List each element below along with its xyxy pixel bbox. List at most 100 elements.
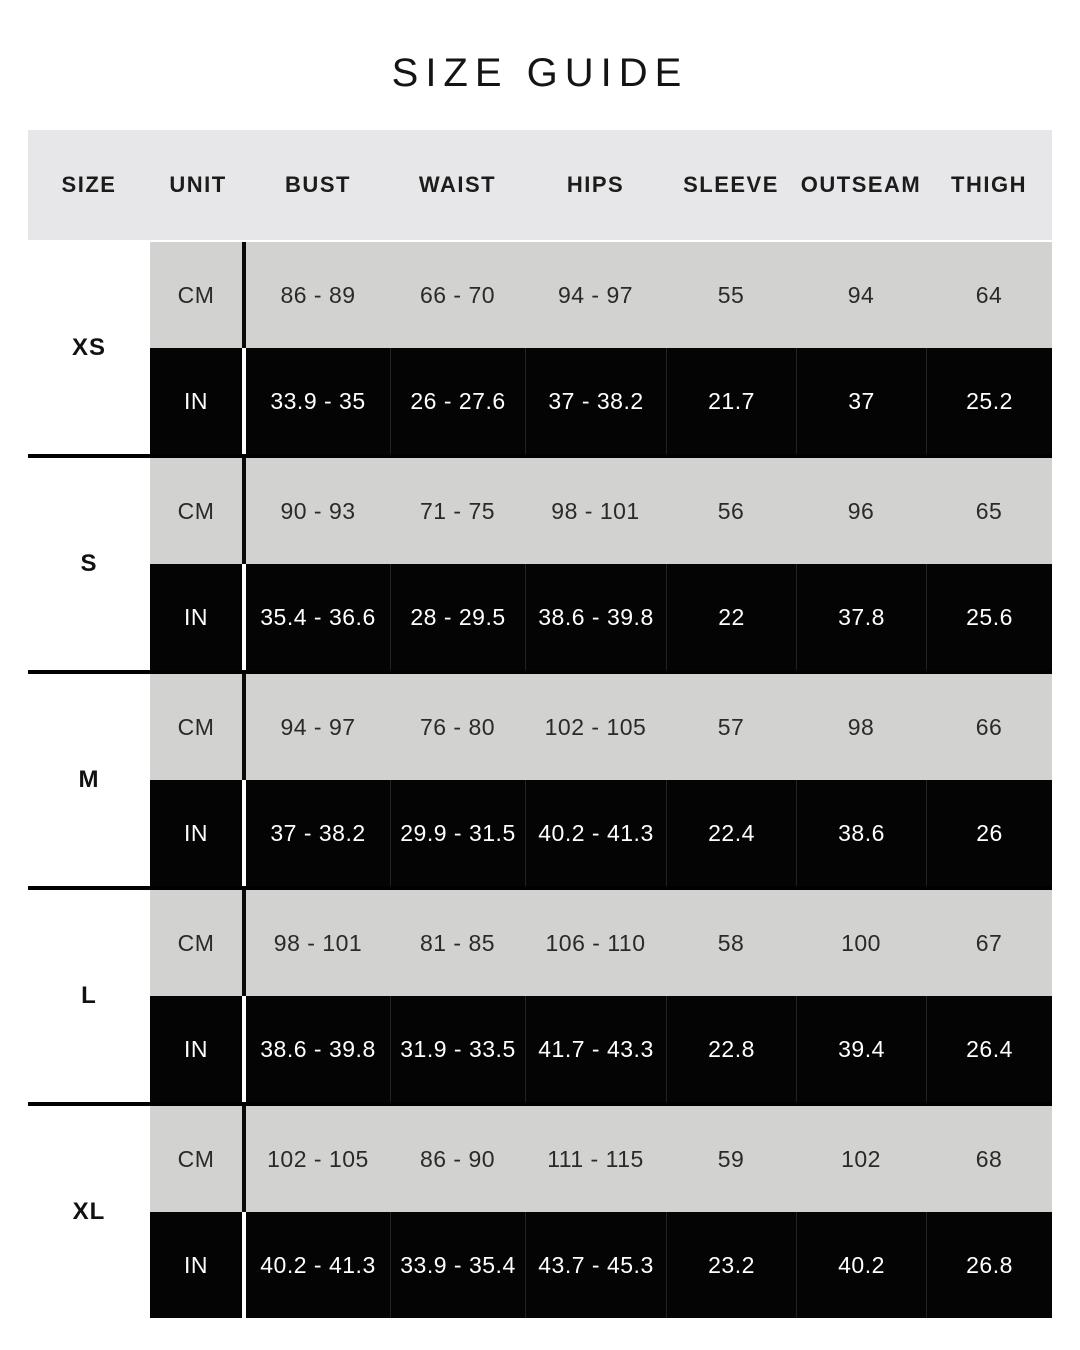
measurement-cell-outseam: 40.2 (796, 1212, 926, 1318)
table-row-m-in: IN 37 - 38.2 29.9 - 31.5 40.2 - 41.3 22.… (150, 780, 1052, 886)
column-header-sleeve: SLEEVE (683, 172, 779, 197)
table-row-xl-in: IN 40.2 - 41.3 33.9 - 35.4 43.7 - 45.3 2… (150, 1212, 1052, 1318)
column-header-size: SIZE (61, 172, 117, 197)
measurement-cell-sleeve: 58 (717, 929, 745, 956)
measurement-cell-hips: 38.6 - 39.8 (525, 564, 666, 670)
size-group-xl: XL CM 102 - 105 86 - 90 111 - 115 59 102… (28, 1106, 1052, 1318)
measurement-cell-thigh: 25.2 (926, 348, 1052, 454)
measurement-cell-waist: 31.9 - 33.5 (390, 996, 525, 1102)
column-header-outseam: OUTSEAM (800, 172, 922, 197)
size-group-s: S CM 90 - 93 71 - 75 98 - 101 56 96 65 I… (28, 458, 1052, 674)
measurement-cell-bust: 102 - 105 (267, 1145, 369, 1172)
unit-cell: IN (150, 1212, 246, 1318)
measurement-cell-waist: 33.9 - 35.4 (390, 1212, 525, 1318)
unit-cell: CM (150, 1106, 246, 1212)
measurement-cell-waist: 86 - 90 (419, 1145, 496, 1172)
measurement-cell-waist: 81 - 85 (419, 929, 496, 956)
unit-cell: IN (150, 996, 246, 1102)
unit-cell: IN (150, 348, 246, 454)
measurement-cell-sleeve: 56 (717, 497, 745, 524)
table-row-m-cm: CM 94 - 97 76 - 80 102 - 105 57 98 66 (150, 674, 1052, 780)
measurement-cell-sleeve: 59 (717, 1145, 745, 1172)
measurement-cell-outseam: 100 (841, 929, 881, 956)
measurement-cell-sleeve: 22.8 (666, 996, 796, 1102)
measurement-cell-outseam: 98 (847, 713, 875, 740)
measurement-cell-thigh: 26.4 (926, 996, 1052, 1102)
page-title: SIZE GUIDE (391, 51, 689, 95)
size-group-l: L CM 98 - 101 81 - 85 106 - 110 58 100 6… (28, 890, 1052, 1106)
table-row-xs-cm: CM 86 - 89 66 - 70 94 - 97 55 94 64 (150, 242, 1052, 348)
table-row-l-in: IN 38.6 - 39.8 31.9 - 33.5 41.7 - 43.3 2… (150, 996, 1052, 1102)
size-group-rows: CM 90 - 93 71 - 75 98 - 101 56 96 65 IN … (150, 458, 1052, 670)
measurement-cell-waist: 26 - 27.6 (390, 348, 525, 454)
measurement-cell-bust: 90 - 93 (280, 497, 356, 524)
measurement-cell-bust: 33.9 - 35 (270, 387, 366, 414)
measurement-cell-outseam: 102 (841, 1145, 881, 1172)
unit-cell: IN (150, 564, 246, 670)
measurement-cell-outseam: 38.6 (796, 780, 926, 886)
measurement-cell-bust: 40.2 - 41.3 (260, 1251, 376, 1278)
unit-cell: IN (150, 780, 246, 886)
measurement-cell-thigh: 25.6 (926, 564, 1052, 670)
size-guide-table: SIZE UNIT BUST WAIST HIPS SLEEVE OUTSEAM… (28, 130, 1052, 1318)
measurement-cell-hips: 43.7 - 45.3 (525, 1212, 666, 1318)
measurement-cell-thigh: 26.8 (926, 1212, 1052, 1318)
unit-cell: CM (150, 674, 246, 780)
column-header-thigh: THIGH (951, 172, 1027, 197)
measurement-cell-sleeve: 23.2 (666, 1212, 796, 1318)
measurement-cell-hips: 98 - 101 (551, 497, 640, 524)
column-header-hips: HIPS (566, 172, 625, 197)
size-label-xl: XL (28, 1106, 150, 1318)
measurement-cell-hips: 41.7 - 43.3 (525, 996, 666, 1102)
size-group-rows: CM 94 - 97 76 - 80 102 - 105 57 98 66 IN… (150, 674, 1052, 886)
column-header-bust: BUST (285, 172, 351, 197)
size-label-xs: XS (28, 242, 150, 454)
size-label-m: M (28, 674, 150, 886)
table-row-xs-in: IN 33.9 - 35 26 - 27.6 37 - 38.2 21.7 37… (150, 348, 1052, 454)
measurement-cell-sleeve: 21.7 (666, 348, 796, 454)
measurement-cell-sleeve: 22 (666, 564, 796, 670)
size-group-rows: CM 98 - 101 81 - 85 106 - 110 58 100 67 … (150, 890, 1052, 1102)
measurement-cell-outseam: 39.4 (796, 996, 926, 1102)
measurement-cell-outseam: 96 (847, 497, 875, 524)
measurement-cell-waist: 29.9 - 31.5 (390, 780, 525, 886)
measurement-cell-hips: 40.2 - 41.3 (525, 780, 666, 886)
measurement-cell-outseam: 37.8 (796, 564, 926, 670)
measurement-cell-hips: 94 - 97 (557, 281, 634, 308)
measurement-cell-bust: 94 - 97 (280, 713, 356, 740)
table-row-l-cm: CM 98 - 101 81 - 85 106 - 110 58 100 67 (150, 890, 1052, 996)
measurement-cell-sleeve: 57 (717, 713, 745, 740)
measurement-cell-thigh: 65 (975, 497, 1003, 524)
measurement-cell-thigh: 26 (926, 780, 1052, 886)
measurement-cell-waist: 28 - 29.5 (390, 564, 525, 670)
unit-cell: CM (150, 458, 246, 564)
measurement-cell-hips: 106 - 110 (545, 929, 646, 956)
measurement-cell-hips: 37 - 38.2 (525, 348, 666, 454)
size-label-l: L (28, 890, 150, 1102)
table-row-xl-cm: CM 102 - 105 86 - 90 111 - 115 59 102 68 (150, 1106, 1052, 1212)
table-row-s-in: IN 35.4 - 36.6 28 - 29.5 38.6 - 39.8 22 … (150, 564, 1052, 670)
measurement-cell-sleeve: 55 (717, 281, 745, 308)
measurement-cell-bust: 35.4 - 36.6 (260, 603, 376, 630)
measurement-cell-waist: 76 - 80 (419, 713, 496, 740)
unit-cell: CM (150, 242, 246, 348)
table-header-row: SIZE UNIT BUST WAIST HIPS SLEEVE OUTSEAM… (28, 130, 1052, 240)
measurement-cell-bust: 38.6 - 39.8 (260, 1035, 376, 1062)
size-group-rows: CM 102 - 105 86 - 90 111 - 115 59 102 68… (150, 1106, 1052, 1318)
measurement-cell-hips: 111 - 115 (547, 1145, 644, 1172)
size-group-xs: XS CM 86 - 89 66 - 70 94 - 97 55 94 64 I… (28, 242, 1052, 458)
measurement-cell-bust: 86 - 89 (280, 281, 356, 308)
column-header-waist: WAIST (418, 172, 497, 197)
size-label-s: S (28, 458, 150, 670)
measurement-cell-hips: 102 - 105 (544, 713, 647, 740)
column-header-unit: UNIT (169, 172, 227, 197)
measurement-cell-outseam: 94 (847, 281, 875, 308)
measurement-cell-waist: 66 - 70 (419, 281, 496, 308)
measurement-cell-thigh: 68 (975, 1145, 1003, 1172)
unit-cell: CM (150, 890, 246, 996)
measurement-cell-thigh: 67 (975, 929, 1003, 956)
measurement-cell-thigh: 66 (975, 713, 1003, 740)
size-group-m: M CM 94 - 97 76 - 80 102 - 105 57 98 66 … (28, 674, 1052, 890)
table-row-s-cm: CM 90 - 93 71 - 75 98 - 101 56 96 65 (150, 458, 1052, 564)
measurement-cell-bust: 98 - 101 (273, 929, 363, 956)
